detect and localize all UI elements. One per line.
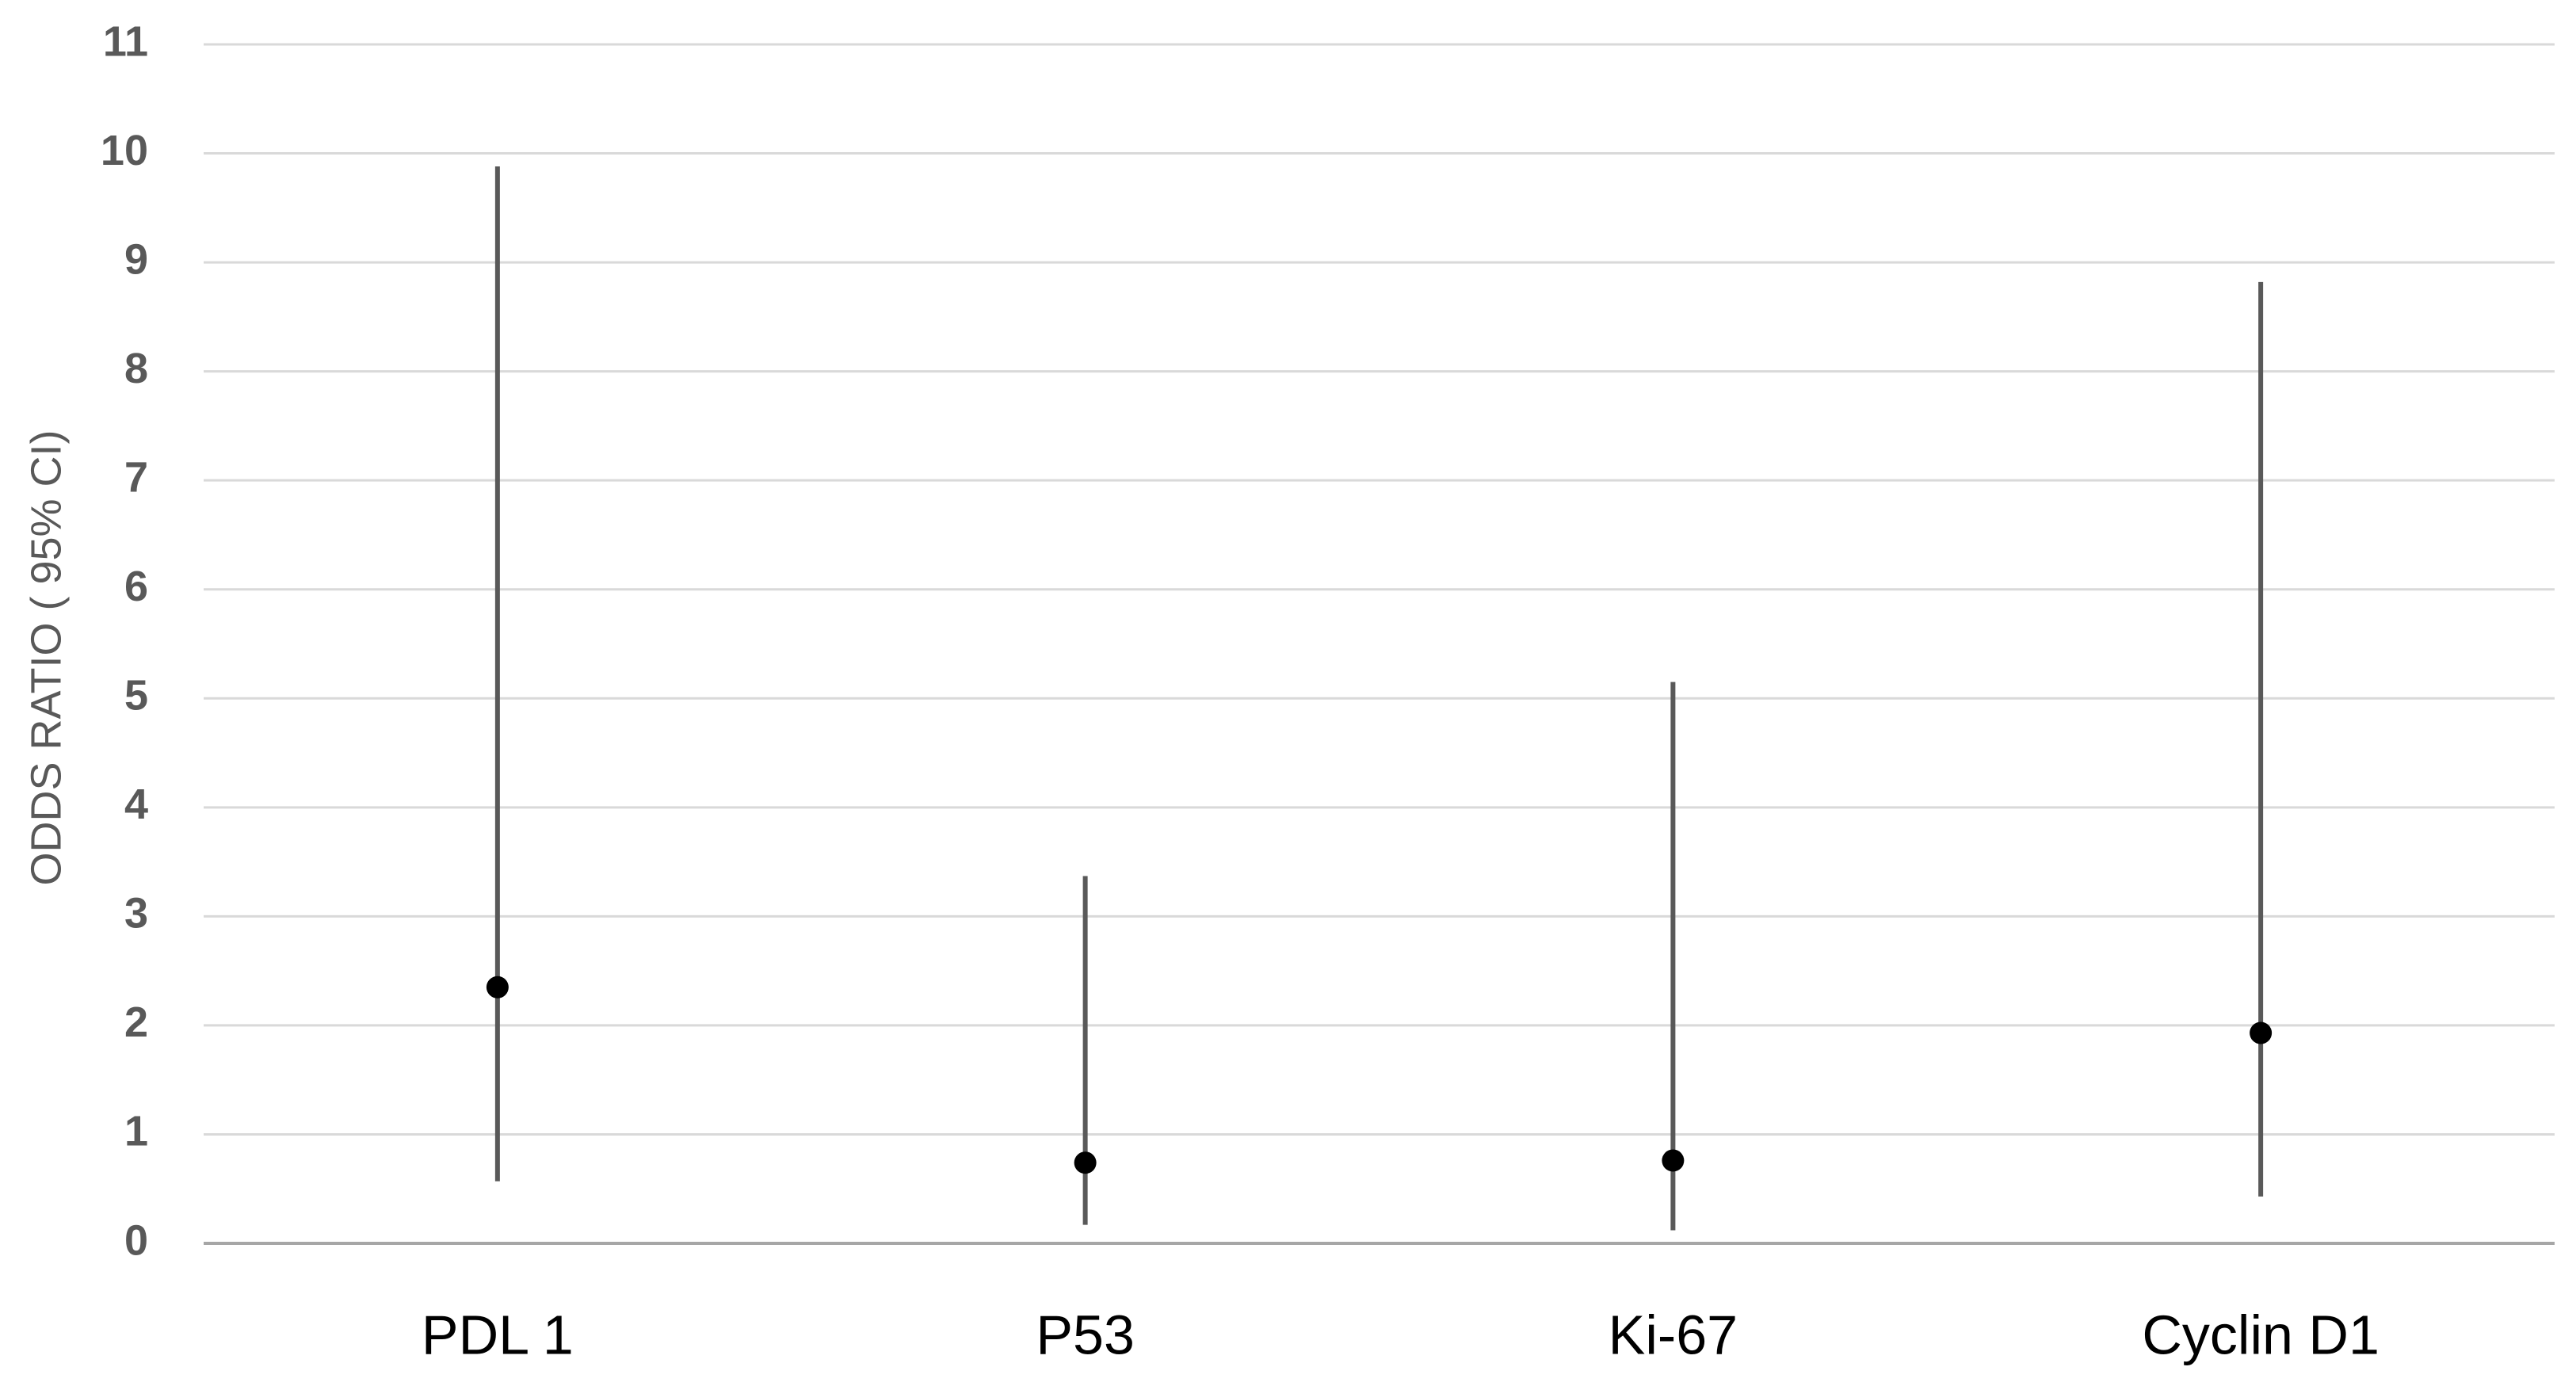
x-tick-label: Cyclin D1 [2142, 1304, 2379, 1365]
y-axis-title: ODDS RATIO ( 95% CI) [22, 430, 70, 885]
y-tick-label: 7 [124, 453, 148, 501]
y-tick-label: 10 [101, 127, 148, 174]
point [1662, 1149, 1685, 1172]
x-tick-label: P53 [1036, 1304, 1135, 1365]
y-tick-label: 11 [103, 17, 148, 65]
y-tick-label: 8 [124, 345, 148, 392]
y-tick-label: 6 [124, 563, 148, 610]
x-tick-label: Ki-67 [1609, 1304, 1738, 1365]
y-tick-label: 5 [124, 672, 148, 720]
y-tick-label: 2 [124, 998, 148, 1046]
y-tick-label: 9 [124, 235, 148, 283]
point [1074, 1151, 1097, 1174]
y-tick-label: 1 [124, 1108, 148, 1155]
point [2250, 1021, 2273, 1044]
point [486, 976, 509, 998]
y-tick-label: 0 [124, 1216, 148, 1264]
y-tick-label: 3 [124, 890, 148, 937]
x-tick-label: PDL 1 [422, 1304, 574, 1365]
y-tick-label: 4 [124, 781, 148, 828]
